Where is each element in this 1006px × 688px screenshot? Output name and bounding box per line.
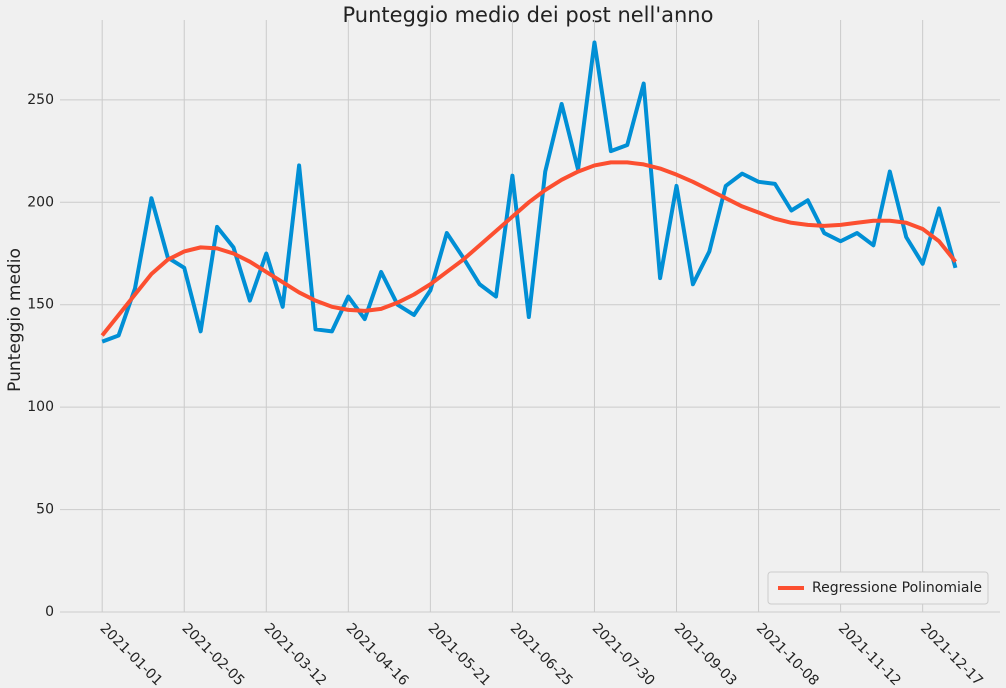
legend-label: Regressione Polinomiale [812, 580, 982, 596]
series-line [100, 160, 958, 337]
legend: Regressione Polinomiale [767, 571, 989, 605]
y-tick-label: 0 [45, 604, 54, 620]
y-tick-label: 250 [27, 92, 54, 108]
legend-box [767, 571, 989, 605]
y-tick-label: 150 [27, 297, 54, 313]
y-axis-label: Punteggio medio [5, 248, 25, 392]
y-tick-label: 50 [36, 502, 54, 518]
y-tick-label: 100 [27, 399, 54, 415]
chart-title: Punteggio medio dei post nell'anno [343, 3, 714, 27]
series-line [101, 40, 958, 344]
y-tick-label: 200 [27, 194, 54, 210]
